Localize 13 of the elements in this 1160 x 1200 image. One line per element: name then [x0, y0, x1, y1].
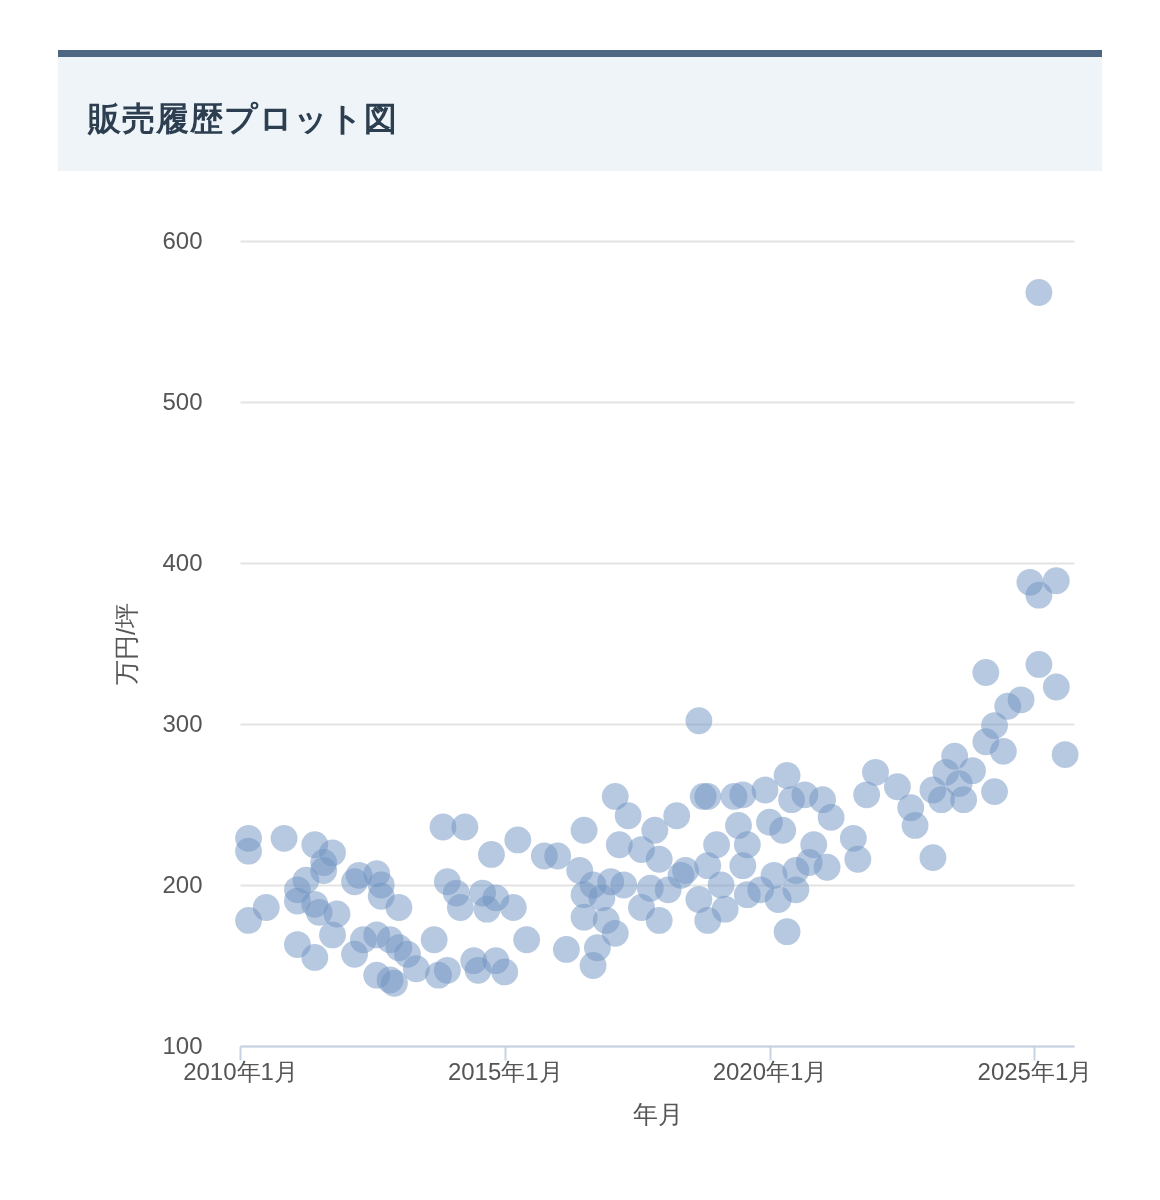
- x-tick-label: 2020年1月: [712, 1057, 828, 1085]
- x-tick-label: 2015年1月: [447, 1057, 563, 1085]
- y-tick-label: 500: [162, 387, 203, 415]
- x-tick-label: 2025年1月: [977, 1057, 1093, 1085]
- x-axis-title: 年月: [632, 1099, 683, 1128]
- y-tick-label: 600: [162, 226, 203, 254]
- chart-title: 販売履歴プロット図: [88, 99, 398, 139]
- y-tick-label: 400: [162, 548, 203, 576]
- y-tick-label: 200: [162, 870, 203, 898]
- x-tick-label: 2010年1月: [183, 1057, 298, 1085]
- y-tick-label: 100: [162, 1031, 203, 1059]
- y-axis-title: 万円/坪: [112, 603, 141, 685]
- y-tick-label: 300: [162, 709, 203, 737]
